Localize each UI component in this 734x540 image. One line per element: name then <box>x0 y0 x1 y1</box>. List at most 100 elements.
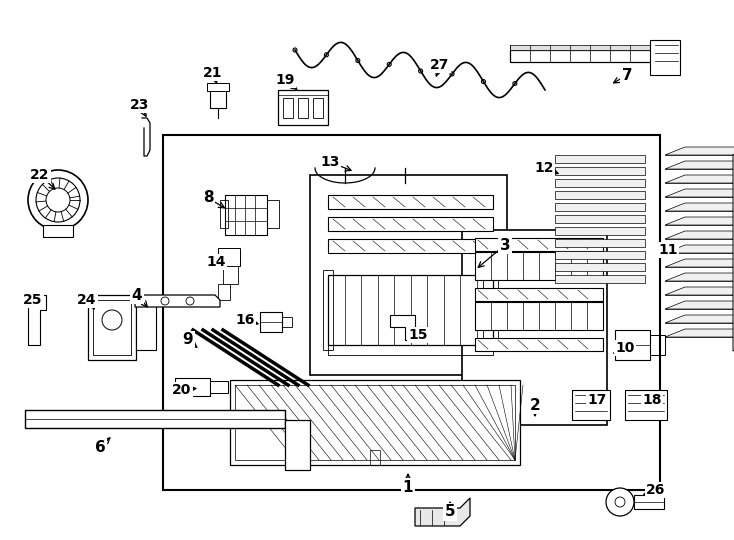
Bar <box>218 284 230 300</box>
Bar <box>555 275 645 283</box>
Polygon shape <box>415 498 470 526</box>
Bar <box>225 195 267 235</box>
Text: 7: 7 <box>622 68 632 83</box>
Text: 15: 15 <box>408 328 428 342</box>
Bar <box>555 263 645 271</box>
Text: 19: 19 <box>275 73 294 87</box>
Bar <box>313 98 323 118</box>
Polygon shape <box>665 329 734 337</box>
Text: 17: 17 <box>587 393 607 407</box>
Bar <box>328 275 493 345</box>
Polygon shape <box>665 315 734 323</box>
Text: 6: 6 <box>95 440 106 455</box>
Text: 2: 2 <box>530 397 540 413</box>
Text: 12: 12 <box>534 161 553 175</box>
Circle shape <box>28 170 88 230</box>
Polygon shape <box>665 147 734 155</box>
Polygon shape <box>665 259 734 267</box>
Bar <box>220 200 228 228</box>
Polygon shape <box>135 295 220 307</box>
Bar <box>282 317 292 327</box>
Bar <box>555 167 645 175</box>
Text: 10: 10 <box>615 341 635 355</box>
Bar <box>625 390 667 420</box>
Polygon shape <box>665 203 734 211</box>
Bar <box>88 295 136 360</box>
Bar <box>207 83 229 91</box>
Polygon shape <box>665 245 734 253</box>
Bar <box>93 300 131 355</box>
Bar <box>328 345 493 355</box>
Polygon shape <box>665 217 734 225</box>
Polygon shape <box>665 273 734 281</box>
Bar <box>328 217 493 231</box>
Text: 13: 13 <box>320 155 340 169</box>
Text: 27: 27 <box>430 58 450 72</box>
Text: 23: 23 <box>131 98 150 112</box>
Bar <box>555 203 645 211</box>
Text: 11: 11 <box>658 243 677 257</box>
Bar <box>210 381 228 393</box>
Bar <box>278 90 328 125</box>
Bar <box>210 88 226 108</box>
Bar <box>163 135 660 490</box>
Bar <box>218 248 240 266</box>
Bar <box>260 312 282 332</box>
Bar <box>298 98 308 118</box>
Bar <box>555 179 645 187</box>
Polygon shape <box>665 161 734 169</box>
Bar <box>235 385 515 460</box>
Polygon shape <box>665 287 734 295</box>
Circle shape <box>606 488 634 516</box>
Bar <box>285 420 310 470</box>
Polygon shape <box>665 175 734 183</box>
Bar <box>136 305 156 350</box>
Bar <box>555 227 645 235</box>
Bar <box>475 302 603 330</box>
Text: 21: 21 <box>203 66 222 80</box>
Bar <box>555 191 645 199</box>
Bar <box>510 45 670 50</box>
Text: 20: 20 <box>172 383 192 397</box>
Polygon shape <box>733 147 734 351</box>
Text: 5: 5 <box>445 504 455 519</box>
Bar <box>615 330 650 360</box>
Bar <box>510 50 670 62</box>
Bar <box>370 450 380 465</box>
Bar <box>555 239 645 247</box>
Bar <box>650 40 680 75</box>
Text: 16: 16 <box>236 313 255 327</box>
Bar <box>555 155 645 163</box>
Text: 14: 14 <box>206 255 226 269</box>
Bar <box>223 266 238 284</box>
Bar <box>267 200 279 228</box>
Bar <box>283 98 293 118</box>
Text: 3: 3 <box>500 238 510 253</box>
Text: 8: 8 <box>203 191 214 206</box>
Text: 18: 18 <box>642 393 662 407</box>
Bar <box>555 215 645 223</box>
Text: 4: 4 <box>131 287 142 302</box>
Bar <box>328 239 493 253</box>
Bar <box>323 270 333 350</box>
Bar <box>25 410 285 428</box>
Bar <box>462 230 607 425</box>
Bar <box>634 495 664 509</box>
Polygon shape <box>28 295 46 345</box>
Bar <box>175 378 210 396</box>
Text: 9: 9 <box>183 333 193 348</box>
Text: 24: 24 <box>77 293 97 307</box>
Bar <box>230 380 520 465</box>
Bar <box>483 270 498 350</box>
Text: 1: 1 <box>403 480 413 495</box>
Bar <box>310 175 507 375</box>
Bar <box>475 252 603 280</box>
Text: 22: 22 <box>30 168 50 182</box>
Polygon shape <box>665 231 734 239</box>
Polygon shape <box>665 301 734 309</box>
Polygon shape <box>390 315 425 340</box>
Text: 25: 25 <box>23 293 43 307</box>
Bar <box>328 195 493 209</box>
Text: 26: 26 <box>647 483 666 497</box>
Bar <box>572 390 610 420</box>
